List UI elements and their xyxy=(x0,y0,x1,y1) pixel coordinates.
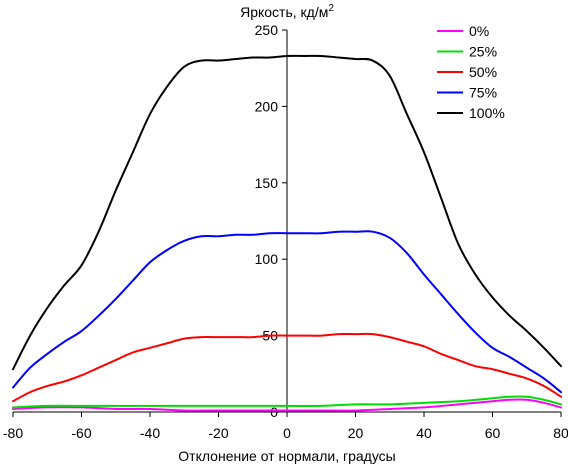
x-tick-label: 80 xyxy=(553,425,568,441)
legend-label-4: 75% xyxy=(469,85,497,101)
chart-title: Яркость, кд/м2 xyxy=(240,3,334,20)
x-tick-label: 40 xyxy=(416,425,432,441)
legend-label-1: 0% xyxy=(469,23,489,39)
series-line-4 xyxy=(12,230,562,394)
x-tick-label: -60 xyxy=(71,425,91,441)
x-tick-label: -80 xyxy=(3,425,23,441)
x-tick-label: -40 xyxy=(140,425,160,441)
series-line-2 xyxy=(12,395,562,409)
y-tick-label: 150 xyxy=(255,175,279,191)
x-tick-label: 20 xyxy=(348,425,364,441)
y-tick-label: 250 xyxy=(255,22,279,38)
x-tick-label: 60 xyxy=(485,425,501,441)
x-tick-label: -20 xyxy=(208,425,228,441)
legend-label-5: 100% xyxy=(469,105,505,121)
y-tick-label: 200 xyxy=(255,98,279,114)
y-tick-label: 0 xyxy=(270,404,278,420)
series-line-3 xyxy=(12,332,562,403)
x-axis-title: Отклонение от нормали, градусы xyxy=(178,448,395,464)
y-tick-label: 100 xyxy=(255,251,279,267)
series-line-5 xyxy=(12,54,562,371)
legend: 0% 25% 50% 75% 100% xyxy=(437,23,505,121)
legend-label-2: 25% xyxy=(469,44,497,60)
series-line-1 xyxy=(12,398,562,412)
x-tick-label: 0 xyxy=(283,425,291,441)
series-layer xyxy=(12,54,562,412)
legend-label-3: 50% xyxy=(469,64,497,80)
